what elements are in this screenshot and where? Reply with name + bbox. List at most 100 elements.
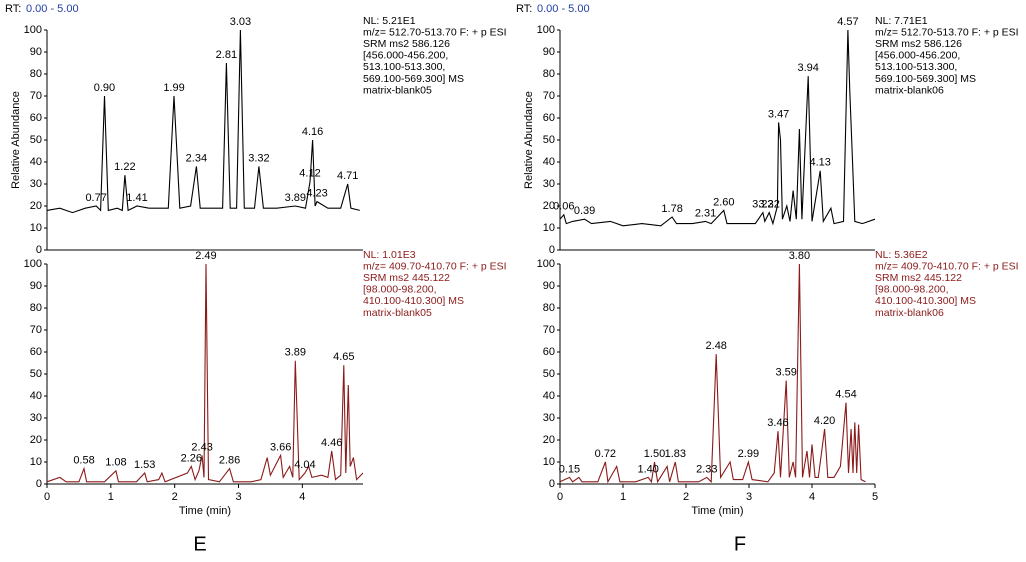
x-tick-label: 0 (557, 491, 563, 503)
y-tick-label: 80 (543, 302, 555, 314)
peak-label: 0.72 (595, 448, 616, 460)
peak-label: 4.57 (837, 16, 858, 28)
x-axis-label: Time (min) (179, 505, 231, 517)
info-line: 569.100-569.300] MS (875, 73, 976, 85)
y-tick-label: 20 (30, 200, 42, 212)
y-tick-label: 20 (543, 200, 555, 212)
y-tick-label: 70 (30, 324, 42, 336)
trace (46, 263, 364, 483)
peak-label: 1.83 (665, 448, 686, 460)
peak-label: 1.53 (134, 459, 155, 471)
y-tick-label: 60 (30, 346, 42, 358)
x-tick-label: 3 (235, 491, 241, 503)
peak-label: 4.16 (302, 126, 323, 138)
info-line: SRM ms2 586.126 (363, 38, 450, 50)
info-line: m/z= 409.70-410.70 F: + p ESI (363, 260, 507, 272)
panel-label: F (734, 533, 746, 555)
y-tick-label: 70 (30, 90, 42, 102)
info-line: SRM ms2 445.122 (363, 272, 450, 284)
peak-label: 2.60 (713, 196, 734, 208)
y-tick-label: 90 (30, 46, 42, 58)
peak-label: 2.33 (696, 463, 717, 475)
peak-label: 2.31 (695, 207, 716, 219)
y-tick-label: 20 (543, 434, 555, 446)
peak-label: 2.86 (219, 455, 240, 467)
peak-label: 3.80 (789, 250, 810, 262)
peak-label: 0.15 (559, 463, 580, 475)
peak-label: 3.89 (285, 347, 306, 359)
peak-label: 1.08 (105, 457, 126, 469)
peak-label: 1.40 (637, 463, 658, 475)
y-tick-label: 0 (36, 478, 42, 490)
trace (559, 29, 876, 227)
peak-label: 2.81 (216, 49, 237, 61)
y-tick-label: 60 (543, 112, 555, 124)
peak-label: 3.22 (752, 199, 773, 211)
peak-label: 0.90 (94, 82, 115, 94)
y-axis-label: Relative Abundance (523, 91, 535, 189)
info-line: 513.100-513.300, (363, 61, 445, 73)
peak-label: 1.22 (114, 161, 135, 173)
y-tick-label: 30 (543, 412, 555, 424)
info-line: NL: 5.36E2 (875, 249, 928, 261)
y-tick-label: 90 (30, 280, 42, 292)
x-tick-label: 1 (620, 491, 626, 503)
y-tick-label: 50 (543, 368, 555, 380)
y-tick-label: 70 (543, 324, 555, 336)
info-line: NL: 7.71E1 (875, 15, 928, 27)
y-tick-label: 0 (549, 244, 555, 256)
x-tick-label: 1 (108, 491, 114, 503)
peak-label: 1.41 (126, 192, 147, 204)
info-line: m/z= 409.70-410.70 F: + p ESI (875, 260, 1019, 272)
y-tick-label: 10 (30, 222, 42, 234)
y-tick-label: 0 (36, 244, 42, 256)
y-tick-label: 0 (549, 478, 555, 490)
panel-label: E (193, 533, 206, 555)
peak-label: 4.23 (306, 188, 327, 200)
peak-label: 2.34 (186, 152, 207, 164)
x-tick-label: 2 (683, 491, 689, 503)
y-tick-label: 10 (543, 456, 555, 468)
rt-prefix: RT: (516, 3, 532, 15)
info-line: matrix-blank06 (875, 307, 944, 319)
y-axis-label: Relative Abundance (10, 91, 22, 189)
peak-label: 4.65 (333, 351, 354, 363)
peak-label: 4.20 (814, 415, 835, 427)
info-line: m/z= 512.70-513.70 F: + p ESI (363, 26, 507, 38)
info-line: matrix-blank05 (363, 307, 432, 319)
info-line: [98.000-98.200, (363, 284, 437, 296)
peak-label: 3.46 (767, 417, 788, 429)
y-tick-label: 50 (30, 134, 42, 146)
peak-label: 1.50 (644, 448, 665, 460)
y-tick-label: 80 (30, 68, 42, 80)
peak-label: 3.03 (230, 16, 251, 28)
y-tick-label: 100 (24, 258, 42, 270)
peak-label: 3.32 (758, 199, 779, 211)
y-tick-label: 100 (537, 24, 555, 36)
info-line: SRM ms2 586.126 (875, 38, 962, 50)
info-line: NL: 1.01E3 (363, 249, 416, 261)
info-line: NL: 5.21E1 (363, 15, 416, 27)
peak-label: 3.47 (768, 108, 789, 120)
y-tick-label: 40 (543, 390, 555, 402)
y-tick-label: 30 (30, 178, 42, 190)
peak-label: 1.78 (661, 203, 682, 215)
x-axis-label: Time (min) (691, 505, 743, 517)
info-line: m/z= 512.70-513.70 F: + p ESI (875, 26, 1019, 38)
info-line: [456.000-456.200, (875, 50, 960, 62)
peak-label: 3.94 (798, 62, 819, 74)
x-tick-label: 4 (809, 491, 815, 503)
y-tick-label: 50 (543, 134, 555, 146)
x-tick-label: 0 (44, 491, 50, 503)
peak-label: 1.99 (163, 82, 184, 94)
y-tick-label: 10 (30, 456, 42, 468)
y-tick-label: 90 (543, 46, 555, 58)
y-tick-label: 10 (543, 222, 555, 234)
peak-label: 4.71 (337, 170, 358, 182)
peak-label: 2.49 (195, 250, 216, 262)
x-tick-label: 5 (872, 491, 878, 503)
info-line: 513.100-513.300, (875, 61, 957, 73)
rt-range: 0.00 - 5.00 (537, 3, 590, 15)
y-tick-label: 20 (30, 434, 42, 446)
